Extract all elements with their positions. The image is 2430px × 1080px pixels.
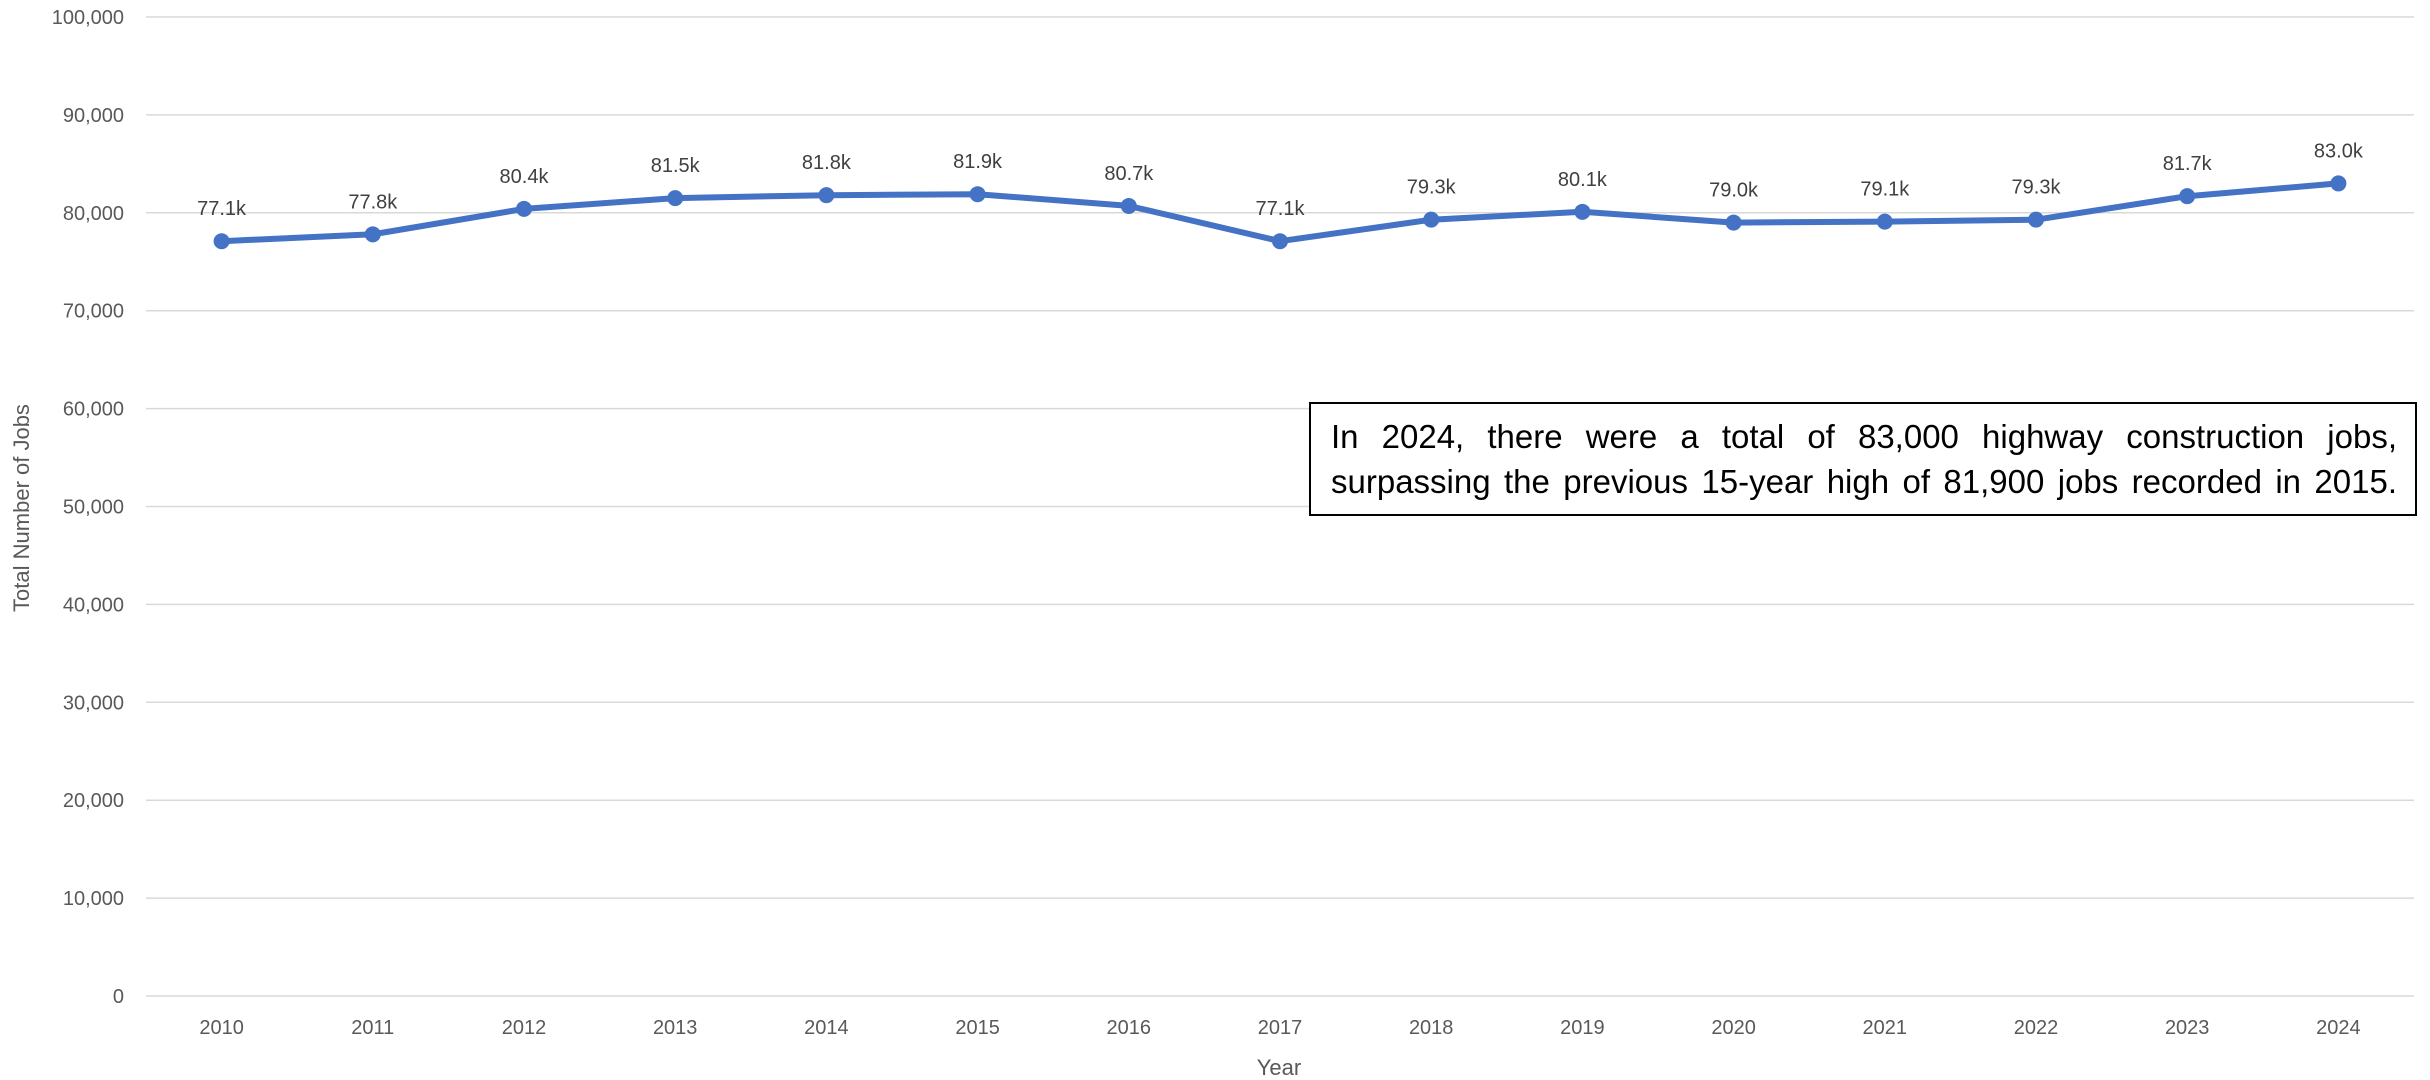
x-tick-label: 2012 xyxy=(502,1017,547,1039)
y-tick-label: 20,000 xyxy=(63,790,124,812)
x-tick-label: 2011 xyxy=(351,1017,394,1039)
annotation-text: In 2024, there were a total of 83,000 hi… xyxy=(1331,418,2397,500)
data-label: 79.3k xyxy=(1407,177,1457,199)
y-tick-label: 10,000 xyxy=(63,888,124,910)
x-tick-label: 2016 xyxy=(1107,1017,1152,1039)
data-label: 80.1k xyxy=(1558,169,1608,191)
data-point xyxy=(364,226,381,243)
y-tick-label: 40,000 xyxy=(63,594,124,616)
x-tick-label: 2020 xyxy=(1711,1017,1756,1039)
x-tick-label: 2018 xyxy=(1409,1017,1454,1039)
x-tick-label: 2024 xyxy=(2316,1017,2361,1039)
data-point xyxy=(1423,211,1440,228)
data-point xyxy=(667,190,684,207)
x-tick-label: 2010 xyxy=(199,1017,244,1039)
x-tick-label: 2019 xyxy=(1560,1017,1605,1039)
data-point xyxy=(2028,211,2044,228)
data-point xyxy=(2179,188,2196,205)
data-point xyxy=(1272,233,1288,250)
x-tick-label: 2014 xyxy=(804,1017,849,1039)
data-label: 80.4k xyxy=(500,166,550,188)
data-point xyxy=(1876,213,1893,230)
data-label: 81.8k xyxy=(802,152,852,174)
y-tick-label: 70,000 xyxy=(63,301,124,323)
y-tick-label: 50,000 xyxy=(63,497,124,519)
y-tick-label: 60,000 xyxy=(63,399,124,421)
data-label: 77.8k xyxy=(348,191,398,213)
data-point xyxy=(818,187,835,204)
x-axis-ticks: 2010 2011 2012 2013 2014 2015 2016 2017 2018 2019… xyxy=(199,1017,2360,1039)
data-point xyxy=(1725,214,1742,231)
y-tick-label: 0 xyxy=(113,986,124,1008)
x-tick-label: 2022 xyxy=(2014,1017,2059,1039)
x-tick-label: 2017 xyxy=(1258,1017,1303,1039)
data-label: 79.0k xyxy=(1709,180,1759,202)
data-label: 77.1k xyxy=(1256,198,1306,220)
data-label: 79.3k xyxy=(2012,177,2062,199)
data-label: 81.7k xyxy=(2163,153,2213,175)
data-label: 81.5k xyxy=(651,155,701,177)
y-tick-label: 80,000 xyxy=(63,203,124,225)
gridlines xyxy=(146,16,2414,997)
data-point xyxy=(969,186,986,203)
x-tick-label: 2013 xyxy=(653,1017,698,1039)
data-label: 83.0k xyxy=(2314,140,2364,162)
data-label: 80.7k xyxy=(1104,163,1154,185)
series-jobs xyxy=(213,175,2347,250)
data-labels: 77.1k 77.8k 80.4k 81.5k 81.8k 81.9k 80.7k 77.1k… xyxy=(197,140,2364,220)
data-point xyxy=(1574,203,1591,220)
y-axis-title: Total Number of Jobs xyxy=(9,404,34,612)
x-tick-label: 2015 xyxy=(955,1017,1000,1039)
x-axis-title: Year xyxy=(1257,1055,1301,1080)
y-tick-label: 30,000 xyxy=(63,692,124,714)
x-tick-label: 2021 xyxy=(1863,1017,1908,1039)
data-point xyxy=(213,233,230,250)
data-label: 79.1k xyxy=(1860,179,1910,201)
data-point xyxy=(1120,197,1137,214)
data-point xyxy=(2330,175,2347,192)
x-tick-label: 2023 xyxy=(2165,1017,2210,1039)
y-axis-ticks: 0 10,000 20,000 30,000 40,000 50,000 60,000 70,… xyxy=(52,7,124,1008)
y-tick-label: 100,000 xyxy=(52,7,124,29)
y-tick-label: 90,000 xyxy=(63,105,124,127)
data-point xyxy=(516,200,532,217)
data-label: 81.9k xyxy=(953,151,1003,173)
data-label: 77.1k xyxy=(197,198,247,220)
annotation-callout: In 2024, there were a total of 83,000 hi… xyxy=(1309,402,2417,516)
